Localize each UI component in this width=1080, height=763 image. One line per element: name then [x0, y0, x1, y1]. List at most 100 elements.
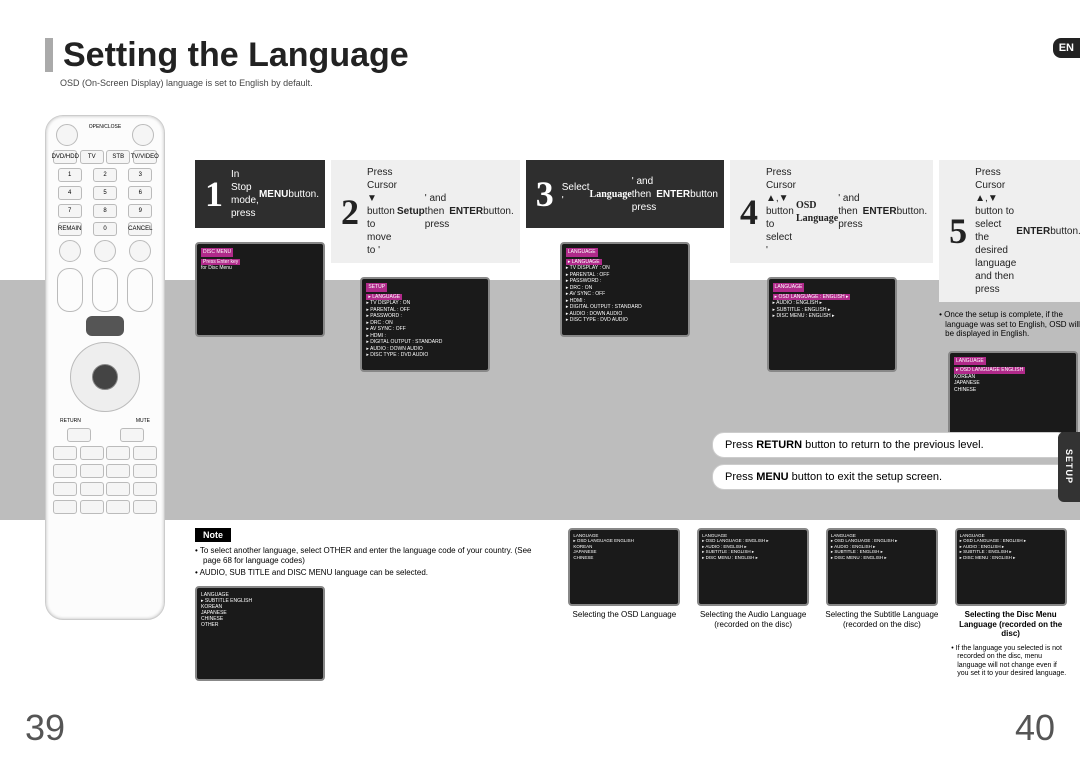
function-button[interactable]: [106, 482, 130, 496]
stop-button[interactable]: [94, 240, 116, 262]
step-screenshot: LANGUAGE▸ LANGUAGE▸ TV DISPLAY : ON▸ PAR…: [560, 242, 690, 337]
function-button[interactable]: [133, 464, 157, 478]
step-header: 3Select 'Language' and then press ENTER …: [526, 160, 724, 228]
numpad-button[interactable]: 6: [128, 186, 152, 200]
function-button[interactable]: [53, 464, 77, 478]
step-number: 4: [730, 160, 766, 263]
bottom-caption: Selecting the Subtitle Language (recorde…: [823, 610, 942, 629]
numpad-button[interactable]: CANCEL: [128, 222, 152, 236]
bottom-col: LANGUAGE▸ OSD LANGUAGE : ENGLISH ▸▸ AUDI…: [694, 528, 813, 678]
return-label: RETURN: [60, 418, 81, 424]
function-button[interactable]: [106, 500, 130, 514]
numpad-button[interactable]: 4: [58, 186, 82, 200]
mode-btn[interactable]: STB: [106, 150, 130, 164]
return-button[interactable]: [67, 428, 91, 442]
note-badge: Note: [195, 528, 231, 542]
pause-button[interactable]: [129, 240, 151, 262]
play-button[interactable]: [59, 240, 81, 262]
numpad-button[interactable]: 1: [58, 168, 82, 182]
numpad-button[interactable]: 0: [93, 222, 117, 236]
step-header: 5Press Cursor ▲,▼ button to select the d…: [939, 160, 1080, 302]
numpad-button[interactable]: 3: [128, 168, 152, 182]
info-line: Press RETURN button to return to the pre…: [712, 432, 1070, 458]
step-screenshot: LANGUAGE▸ OSD LANGUAGE : ENGLISH ▸▸ AUDI…: [767, 277, 897, 372]
language-badge: EN: [1053, 38, 1080, 58]
mode-btn[interactable]: DVD/HDD: [53, 150, 77, 164]
numpad-button[interactable]: REMAIN: [58, 222, 82, 236]
bottom-screenshots: LANGUAGE▸ OSD LANGUAGE ENGLISH KOREAN JA…: [565, 528, 1070, 678]
bottom-col: LANGUAGE▸ OSD LANGUAGE : ENGLISH ▸▸ AUDI…: [823, 528, 942, 678]
tuning-rocker[interactable]: [92, 268, 118, 312]
mute-label: MUTE: [136, 418, 150, 424]
channel-rocker[interactable]: [127, 268, 153, 312]
step-2: 2Press Cursor ▼ button to move to 'Setup…: [331, 160, 520, 446]
step-screenshot: DISC MENUPress Enter keyfor Disc Menu: [195, 242, 325, 337]
steps-row: 1In Stop mode, press MENU button. DISC ME…: [195, 160, 1075, 446]
step-screenshot: SETUP▸ LANGUAGE▸ TV DISPLAY : ON▸ PARENT…: [360, 277, 490, 372]
step-number: 3: [526, 160, 562, 228]
step-header: 2Press Cursor ▼ button to move to 'Setup…: [331, 160, 520, 263]
function-button[interactable]: [133, 446, 157, 460]
page-number-right: 40: [1015, 707, 1055, 749]
step-5: 5Press Cursor ▲,▼ button to select the d…: [939, 160, 1080, 446]
function-button[interactable]: [133, 482, 157, 496]
function-button[interactable]: [53, 446, 77, 460]
function-button[interactable]: [53, 482, 77, 496]
step-4: 4Press Cursor ▲,▼ button to select 'OSD …: [730, 160, 933, 446]
function-button[interactable]: [80, 446, 104, 460]
function-button[interactable]: [106, 446, 130, 460]
mode-btn[interactable]: TV: [80, 150, 104, 164]
bottom-caption: Selecting the OSD Language: [573, 610, 677, 620]
numpad-button[interactable]: 9: [128, 204, 152, 218]
function-button[interactable]: [53, 500, 77, 514]
mute-button[interactable]: [120, 428, 144, 442]
enter-button[interactable]: [92, 364, 118, 390]
page-title: Setting the Language: [45, 38, 409, 72]
bottom-screenshot: LANGUAGE▸ OSD LANGUAGE : ENGLISH ▸▸ AUDI…: [826, 528, 938, 606]
step-number: 1: [195, 160, 231, 228]
bottom-screenshot: LANGUAGE▸ OSD LANGUAGE : ENGLISH ▸▸ AUDI…: [955, 528, 1067, 606]
nav-pad[interactable]: [70, 342, 140, 412]
bottom-col: LANGUAGE▸ OSD LANGUAGE : ENGLISH ▸▸ AUDI…: [951, 528, 1070, 678]
step-text: Press Cursor ▲,▼ button to select 'OSD L…: [766, 160, 933, 263]
remote-control: OPEN/CLOSE DVD/HDDTVSTBTV/VIDEO 12345678…: [45, 115, 165, 620]
note-section: Note • To select another language, selec…: [195, 528, 545, 681]
step-number: 5: [939, 160, 975, 302]
numpad-button[interactable]: 8: [93, 204, 117, 218]
step-3: 3Select 'Language' and then press ENTER …: [526, 160, 724, 446]
page-number-left: 39: [25, 707, 65, 749]
power-button[interactable]: [56, 124, 78, 146]
info-box: Press RETURN button to return to the pre…: [712, 432, 1070, 496]
volume-rocker[interactable]: [57, 268, 83, 312]
note-item: • AUDIO, SUB TITLE and DISC MENU languag…: [195, 568, 545, 578]
step-text: Press Cursor ▼ button to move to 'Setup'…: [367, 160, 520, 263]
step-text: Select 'Language' and then press ENTER b…: [562, 160, 724, 228]
function-button[interactable]: [80, 500, 104, 514]
bottom-screenshot: LANGUAGE▸ OSD LANGUAGE ENGLISH KOREAN JA…: [568, 528, 680, 606]
step-text: Press Cursor ▲,▼ button to select the de…: [975, 160, 1080, 302]
bottom-caption: Selecting the Audio Language (recorded o…: [694, 610, 813, 629]
step-header: 1In Stop mode, press MENU button.: [195, 160, 325, 228]
function-button[interactable]: [133, 500, 157, 514]
section-tab: SETUP: [1058, 432, 1080, 502]
function-button[interactable]: [80, 482, 104, 496]
step-number: 2: [331, 160, 367, 263]
numpad-button[interactable]: 2: [93, 168, 117, 182]
bottom-caption: Selecting the Disc Menu Language (record…: [951, 610, 1070, 639]
numpad-button[interactable]: 5: [93, 186, 117, 200]
bottom-screenshot: LANGUAGE▸ OSD LANGUAGE : ENGLISH ▸▸ AUDI…: [697, 528, 809, 606]
numpad-button[interactable]: 7: [58, 204, 82, 218]
open-close-button[interactable]: [132, 124, 154, 146]
step5-footnote: • Once the setup is complete, if the lan…: [939, 310, 1080, 339]
info-line: Press MENU button to exit the setup scre…: [712, 464, 1070, 490]
step-1: 1In Stop mode, press MENU button. DISC ME…: [195, 160, 325, 446]
step-text: In Stop mode, press MENU button.: [231, 160, 325, 228]
mode-btn[interactable]: TV/VIDEO: [133, 150, 157, 164]
menu-button[interactable]: [86, 316, 124, 336]
function-button[interactable]: [106, 464, 130, 478]
note-screenshot: LANGUAGE▸ SUBTITLE ENGLISH KOREAN JAPANE…: [195, 586, 325, 681]
bottom-col: LANGUAGE▸ OSD LANGUAGE ENGLISH KOREAN JA…: [565, 528, 684, 678]
function-button[interactable]: [80, 464, 104, 478]
bottom-footnote: • If the language you selected is not re…: [951, 645, 1070, 679]
subtitle: OSD (On-Screen Display) language is set …: [60, 78, 313, 88]
